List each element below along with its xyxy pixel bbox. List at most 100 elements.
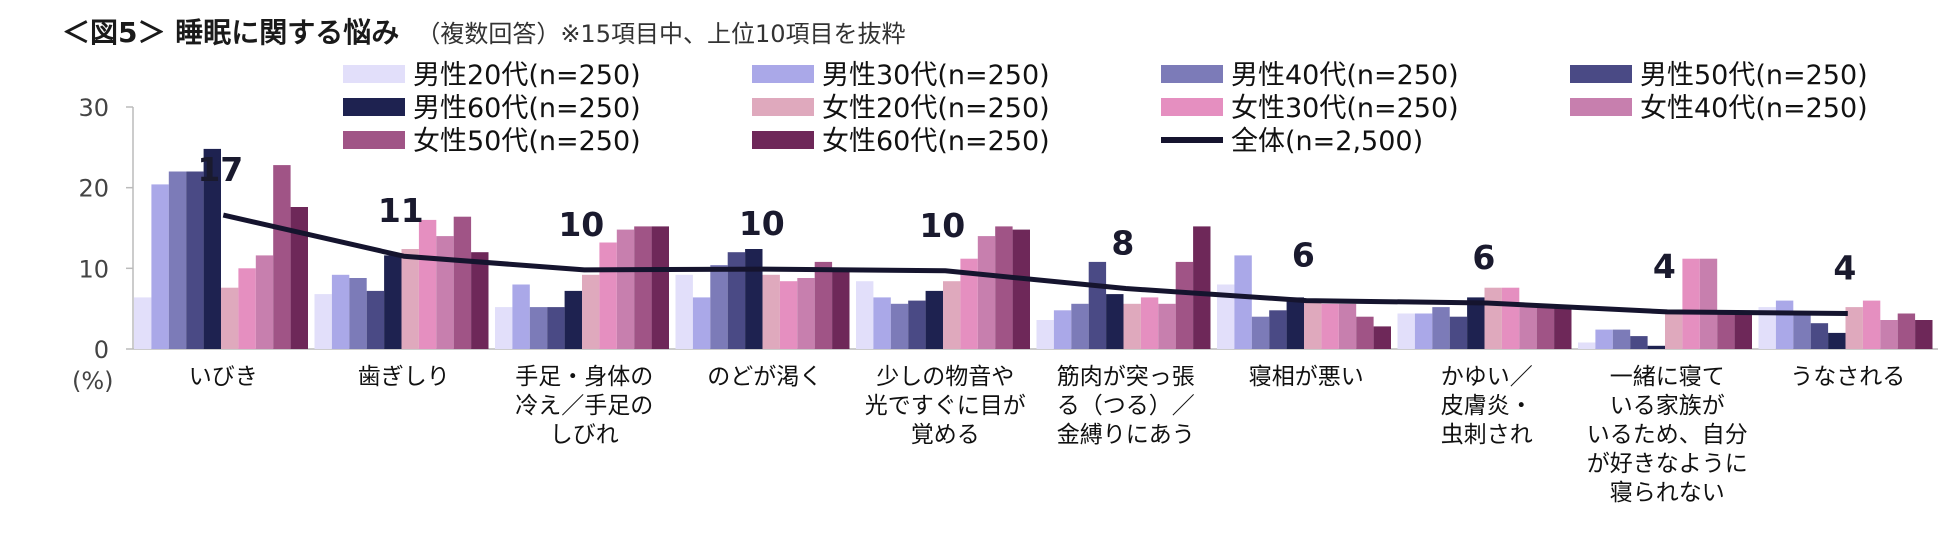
legend-label: 女性20代(n=250): [822, 93, 1050, 124]
bar: [1775, 300, 1794, 349]
bar: [1251, 316, 1270, 349]
bar: [1595, 329, 1613, 349]
bar: [203, 148, 221, 349]
chart-title: ＜図5＞ 睡眠に関する悩み （複数回答）※15項目中、上位10項目を抜粋: [62, 16, 906, 49]
data-label: 11: [378, 191, 424, 230]
bar: [1484, 287, 1502, 349]
bar: [1536, 307, 1555, 349]
bar: [1665, 310, 1683, 349]
legend: 男性20代(n=250) 男性30代(n=250) 男性40代(n=250) 男性50…: [343, 60, 1868, 157]
category-label: いびき: [189, 364, 258, 390]
bar: [1793, 313, 1811, 349]
bar: [1414, 313, 1433, 349]
bar: [692, 297, 711, 349]
bar: [1106, 294, 1124, 349]
category-label: 寝相が悪い: [1249, 364, 1364, 390]
legend-label: 男性50代(n=250): [1640, 60, 1868, 91]
bar: [1612, 329, 1631, 349]
bar: [1682, 258, 1700, 349]
bar: [512, 284, 530, 349]
legend-swatch: [1161, 65, 1223, 83]
data-label: 4: [1833, 249, 1856, 288]
bar: [1321, 303, 1339, 349]
category-label-line: しびれ: [550, 422, 619, 448]
legend-swatch: [343, 131, 405, 149]
y-tick-label: 20: [78, 175, 109, 203]
bar: [529, 307, 548, 349]
bar: [1373, 326, 1391, 349]
bar: [401, 249, 419, 349]
bar: [856, 281, 874, 349]
bar: [547, 307, 565, 349]
legend-swatch: [752, 131, 814, 149]
bar: [273, 165, 291, 349]
legend-swatch: [752, 98, 814, 116]
chart-title-sub: （複数回答）※15項目中、上位10項目を抜粋: [416, 20, 905, 48]
bar: [314, 294, 332, 349]
legend-swatch: [343, 98, 405, 116]
category-label-line: いる家族が: [1610, 393, 1725, 419]
bar: [1140, 297, 1159, 349]
bar: [1269, 310, 1287, 349]
legend-label: 女性40代(n=250): [1640, 93, 1868, 124]
legend-label: 全体(n=2,500): [1231, 126, 1423, 157]
bar: [1915, 320, 1933, 349]
category-label-line: 虫刺され: [1441, 422, 1533, 448]
bar: [1554, 307, 1572, 349]
bar: [1758, 307, 1776, 349]
bar: [890, 303, 909, 349]
category-label-line: 筋肉が突っ張: [1057, 364, 1195, 390]
legend-swatch: [1570, 98, 1632, 116]
bar: [779, 281, 798, 349]
bar: [1501, 287, 1520, 349]
bar: [1699, 258, 1718, 349]
bar: [1286, 297, 1304, 349]
bar: [1519, 307, 1537, 349]
category-label: 歯ぎしり: [358, 364, 450, 390]
category-label: 一緒に寝ている家族がいるため、自分が好きなように寝られない: [1587, 364, 1748, 506]
category-label: 手足・身体の冷え／手足のしびれ: [515, 364, 653, 448]
bar: [1734, 313, 1752, 349]
bar: [634, 226, 652, 349]
category-label-line: のどが渇く: [707, 364, 822, 390]
category-label-line: 寝られない: [1610, 480, 1725, 506]
bar: [1845, 307, 1863, 349]
bar: [1578, 342, 1596, 349]
legend-label: 男性60代(n=250): [413, 93, 641, 124]
bar: [1356, 316, 1374, 349]
category-label-line: 皮膚炎・: [1441, 393, 1533, 419]
bar: [599, 242, 617, 349]
category-label: うなされる: [1790, 364, 1905, 390]
bar: [151, 184, 169, 349]
chart-title-main: ＜図5＞ 睡眠に関する悩み: [62, 16, 399, 49]
bar: [290, 207, 308, 349]
bar: [1880, 320, 1898, 349]
bar: [168, 171, 187, 349]
category-label-line: かゆい／: [1441, 364, 1533, 390]
bar: [384, 255, 402, 349]
data-label: 10: [739, 204, 785, 243]
bar: [943, 281, 961, 349]
category-label: のどが渇く: [707, 364, 822, 390]
category-label-line: 寝相が悪い: [1249, 364, 1364, 390]
bar: [616, 229, 635, 349]
bar: [471, 252, 489, 349]
bar: [814, 261, 833, 349]
data-label: 6: [1292, 236, 1315, 275]
bar: [436, 236, 454, 349]
bar: [495, 307, 513, 349]
bar: [1862, 300, 1881, 349]
bar: [255, 255, 274, 349]
bar: [186, 171, 204, 349]
bar: [873, 297, 891, 349]
data-label: 10: [558, 205, 604, 244]
bar: [675, 274, 693, 349]
bar: [1175, 261, 1194, 349]
bar: [349, 278, 367, 349]
category-label-line: 少しの物音や: [876, 364, 1014, 390]
bar: [1432, 307, 1450, 349]
legend-swatch: [1161, 98, 1223, 116]
bar: [582, 274, 600, 349]
data-label: 4: [1653, 247, 1676, 286]
